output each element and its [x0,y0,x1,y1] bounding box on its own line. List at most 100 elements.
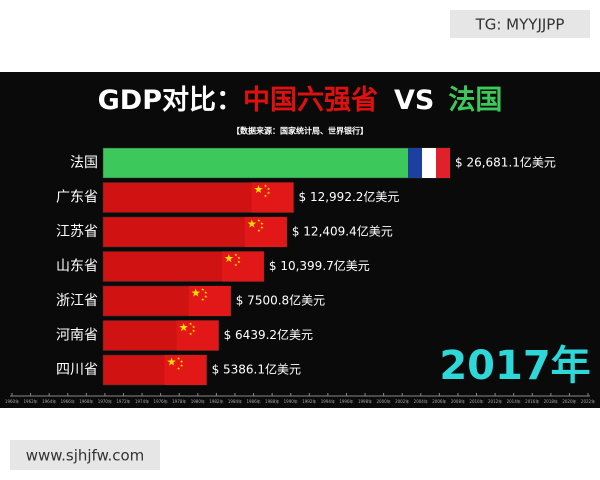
timeline-label: 1980年 [191,398,205,404]
flag-star [260,221,264,225]
timeline-label: 1984年 [228,398,242,404]
flag-star [192,329,196,333]
category-label: 浙江省 [56,293,98,309]
video-panel [0,72,600,408]
flag-star [179,323,188,332]
title-part: GDP对比： [98,85,243,116]
flag-star [180,359,184,363]
flag-star [264,194,267,198]
flag [408,148,450,178]
flag [251,182,294,213]
timeline-label: 2016年 [525,398,539,404]
flag-star [204,290,208,294]
timeline-label: 1990年 [284,398,298,404]
flag-star [201,287,205,291]
flag [221,251,264,282]
flag-star [167,357,176,366]
timeline-label: 2020年 [562,398,576,404]
flag-star [191,288,200,297]
flag-star [192,325,196,329]
flag-white [422,148,436,178]
watermark-box [10,440,160,470]
flag-star [257,228,261,232]
category-label: 四川省 [56,362,98,378]
flag-red [436,148,450,178]
category-label: 江苏省 [56,224,98,240]
timeline-label: 2008年 [451,398,465,404]
flag-star [234,253,238,257]
timeline-label: 2012年 [488,398,502,404]
timeline-label: 2014年 [507,398,521,404]
value-label: $ 10,399.7亿美元 [269,258,370,273]
flag-star [260,225,264,229]
flag-star [267,187,270,191]
watermark-top: TG: MYYJJPP [475,16,565,34]
chart-subtitle: 【数据来源：国家统计局、世界银行】 [232,126,368,136]
flag-field [176,320,219,351]
title-part: 法国 [448,85,502,116]
flag [176,320,219,351]
flag-star [257,218,261,222]
timeline-label: 2006年 [432,398,446,404]
timeline-label: 1974年 [135,398,149,404]
title-part: 中国六强省 [243,85,378,116]
timeline-label: 1970年 [98,398,112,404]
flag-star [237,256,241,260]
timeline-label: 1962年 [23,398,37,404]
timeline-label: 1972年 [116,398,130,404]
value-label: $ 12,409.4亿美元 [292,224,393,239]
flag-star [264,184,267,188]
timeline-label: 1982年 [209,398,223,404]
value-label: $ 5386.1亿美元 [212,362,301,377]
flag-star [189,322,193,326]
timeline-label: 2022年 [581,398,595,404]
timeline-label: 1994年 [321,398,335,404]
flag-field [244,217,287,247]
flag [244,217,287,247]
timeline-label: 1992年 [302,398,316,404]
flag-star [189,332,193,336]
bar [102,147,451,179]
watermark-bottom: www.sjhjfw.com [26,447,145,465]
chart-title: GDP对比：中国六强省 VS 法国 [98,85,503,116]
flag-star [267,191,270,195]
timeline-label: 1966年 [61,398,75,404]
timeline-label: 1978年 [172,398,186,404]
flag-blue [408,148,422,178]
flag-star [180,363,184,367]
flag-star [177,356,181,360]
timeline-label: 1998年 [358,398,372,404]
value-label: $ 26,681.1亿美元 [455,155,556,170]
flag-star [201,297,205,301]
flag-star [237,260,241,264]
value-label: $ 7500.8亿美元 [236,293,325,308]
flag-star [177,366,181,370]
timeline-label: 1964年 [42,398,56,404]
timeline-label: 2002年 [395,398,409,404]
timeline-label: 1976年 [154,398,168,404]
flag-star [254,185,263,194]
title-part: VS [394,85,434,116]
flag-star [247,219,257,228]
timeline-label: 1960年 [5,398,19,404]
timeline-label: 2010年 [469,398,483,404]
flag-star [224,254,234,263]
timeline-label: 1996年 [339,398,353,404]
flag-field [251,182,294,213]
timeline-label: 2000年 [377,398,391,404]
flag-star [234,263,238,267]
timeline-label: 2004年 [414,398,428,404]
flag [164,355,207,385]
category-label: 河南省 [56,328,98,344]
value-label: $ 6439.2亿美元 [224,327,313,342]
value-label: $ 12,992.2亿美元 [299,189,400,204]
timeline-label: 2018年 [544,398,558,404]
category-label: 山东省 [56,259,98,275]
timeline-label: 1986年 [246,398,260,404]
timeline-label: 1968年 [79,398,93,404]
watermark-box [450,10,590,38]
flag [188,286,231,316]
category-label: 广东省 [56,190,98,206]
